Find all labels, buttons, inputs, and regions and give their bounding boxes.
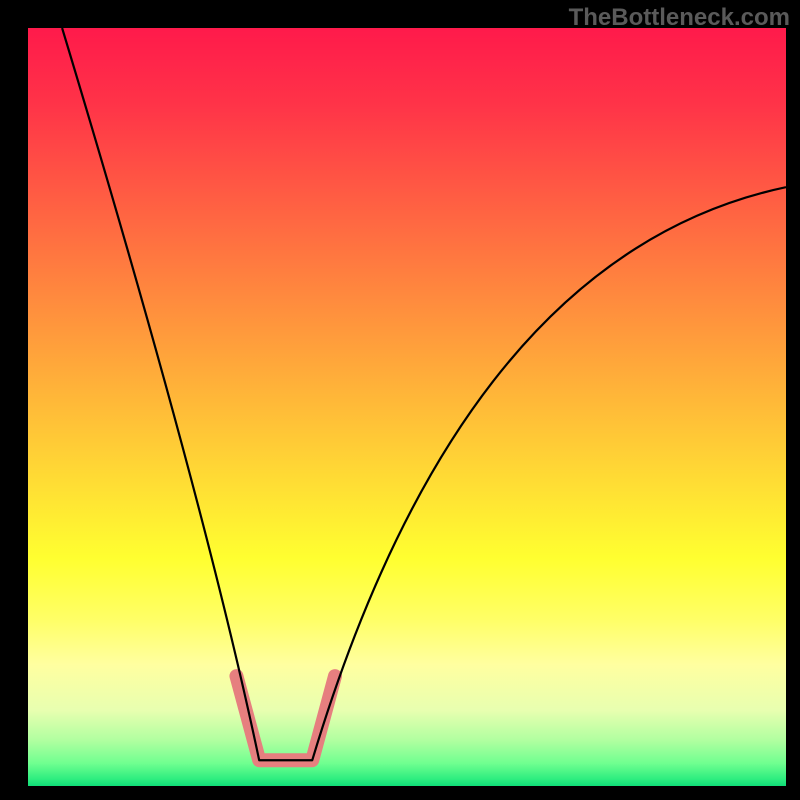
plot-area bbox=[28, 28, 786, 786]
curve-overlay bbox=[28, 28, 786, 786]
valley-highlight bbox=[236, 676, 335, 760]
chart-container: TheBottleneck.com bbox=[0, 0, 800, 800]
watermark-text: TheBottleneck.com bbox=[569, 4, 790, 32]
bottleneck-curve bbox=[62, 28, 786, 760]
